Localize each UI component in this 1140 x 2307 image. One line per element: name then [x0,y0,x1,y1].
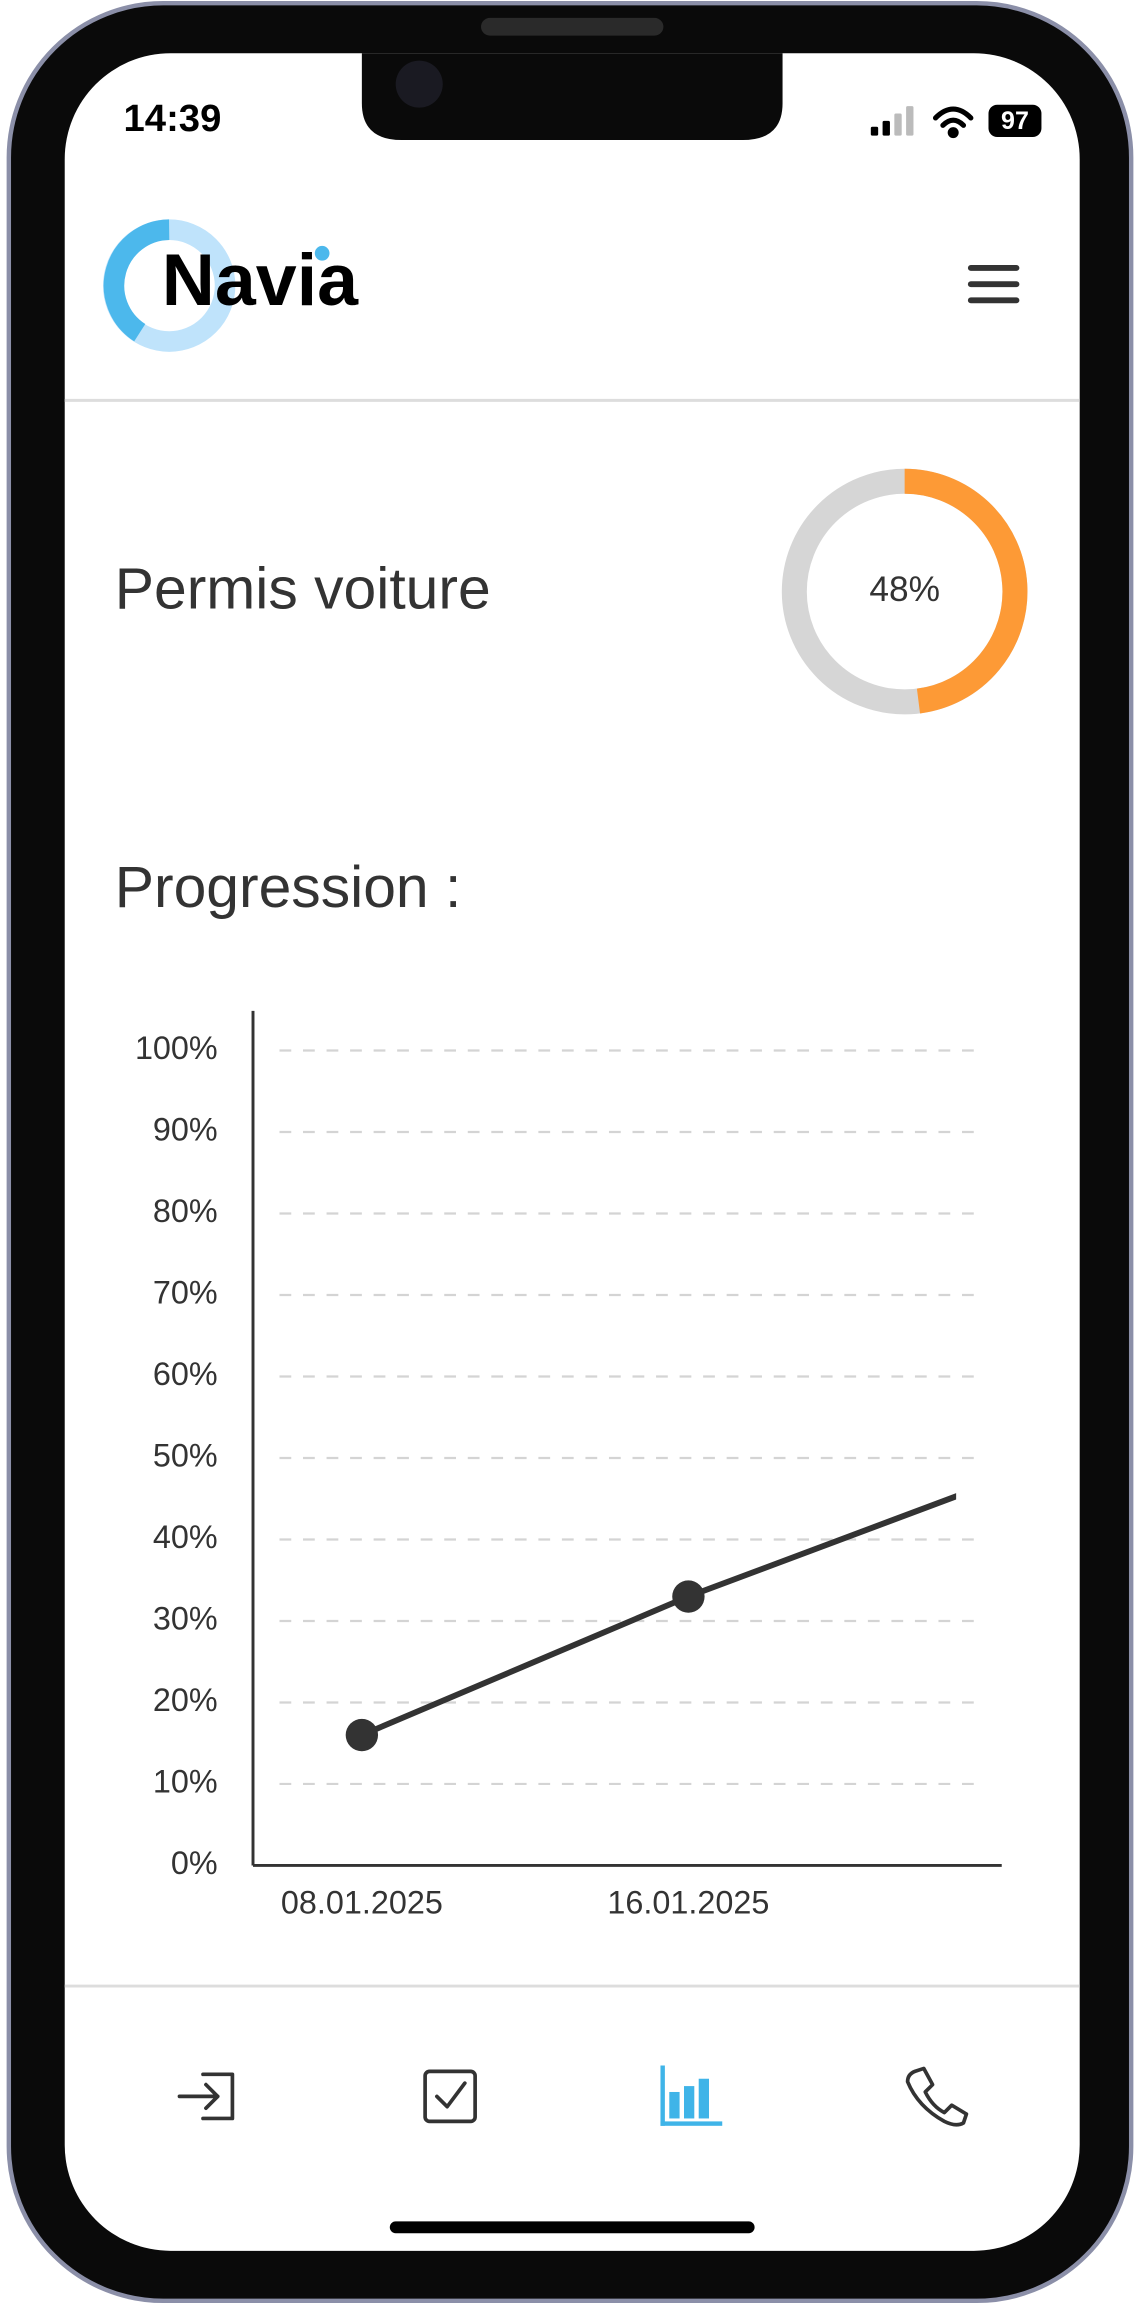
battery-icon [988,104,1042,138]
data-point [672,1580,705,1613]
screen [64,53,1080,2251]
line-chart: 0% 10% 20% 30% 40% 50% 60% 70% 80% 90% 100% 08.01.2… [135,1010,1002,1921]
home-indicator [389,2221,755,2234]
notch [361,53,783,141]
y-tick-label: 60% [153,1356,218,1392]
y-tick-label: 30% [153,1601,218,1637]
nav-tasks[interactable] [423,2069,477,2124]
y-tick-label: 100% [135,1030,218,1066]
donut-progress [904,468,1028,714]
signal-icon [870,106,914,136]
y-tick-label: 50% [153,1438,218,1474]
speaker [481,17,664,36]
battery-level: 97 [1001,107,1029,135]
camera [395,60,443,108]
donut-label: 48% [869,570,940,609]
y-tick-label: 80% [153,1193,218,1229]
y-tick-label: 90% [153,1112,218,1148]
nav-login[interactable] [177,2072,235,2121]
y-tick-label: 40% [153,1519,218,1555]
logo-icon [102,219,236,352]
y-tick-label: 20% [153,1682,218,1718]
nav-progress[interactable] [660,2065,723,2126]
x-tick-label: 16.01.2025 [607,1885,769,1921]
wifi-icon [932,106,974,139]
nav-contact[interactable] [905,2066,969,2127]
section-title: Progression : [115,855,462,920]
y-tick-label: 70% [153,1275,218,1311]
data-point [345,1718,379,1752]
logo-text: Navia [162,238,359,321]
y-tick-label: 10% [153,1764,218,1800]
logo-dot [314,245,330,261]
status-time: 14:39 [124,97,222,140]
x-tick-label: 08.01.2025 [281,1885,443,1921]
course-title: Permis voiture [115,557,491,622]
menu-button[interactable] [967,265,1020,304]
y-tick-label: 0% [171,1845,218,1881]
